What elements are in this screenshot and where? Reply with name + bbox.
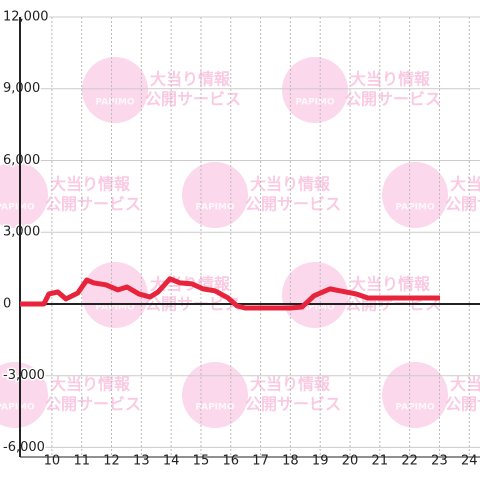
- y-tick-label: -3,000: [3, 368, 45, 383]
- watermark-text: 大当り情報: [250, 175, 331, 194]
- watermark-text: 公開サービス: [445, 395, 480, 414]
- watermark-text: 大当り情報: [350, 70, 431, 89]
- x-tick-label: 15: [193, 454, 210, 469]
- watermark-brand: PAPIMO: [295, 98, 335, 108]
- x-tick-label: 12: [103, 454, 120, 469]
- watermark-text: 大当り情報: [50, 375, 131, 394]
- watermark-text: 大当り情報: [250, 375, 331, 394]
- x-tick-label: 17: [252, 454, 269, 469]
- watermark-logo: [182, 362, 248, 428]
- watermark-brand: PAPIMO: [0, 203, 35, 213]
- y-tick-label: 6,000: [3, 153, 40, 168]
- x-tick-label: 22: [401, 454, 418, 469]
- series-line: [20, 276, 441, 311]
- watermark-text: 公開サービス: [245, 395, 341, 414]
- y-tick-label: 3,000: [3, 225, 40, 240]
- watermark-logo: [0, 162, 48, 228]
- x-tick-label: 14: [163, 454, 180, 469]
- watermark-brand: PAPIMO: [0, 403, 35, 413]
- x-tick-label: 18: [282, 454, 299, 469]
- x-tick-label: 16: [222, 454, 239, 469]
- watermark-brand: PAPIMO: [395, 203, 435, 213]
- watermark-text: 公開サービス: [345, 90, 441, 109]
- y-tick-label: 9,000: [3, 81, 40, 96]
- x-tick-label: 11: [73, 454, 90, 469]
- y-tick-label: 12,000: [3, 10, 49, 25]
- watermark-logo: [382, 362, 448, 428]
- watermark-brand: PAPIMO: [195, 403, 235, 413]
- watermark-text: 公開サービス: [445, 195, 480, 214]
- watermark-text: 大当り情報: [350, 275, 431, 294]
- watermark-brand: PAPIMO: [195, 203, 235, 213]
- watermark-logo: [182, 162, 248, 228]
- x-tick-label: 19: [312, 454, 329, 469]
- x-tick-label: 24: [461, 454, 478, 469]
- y-tick-label: -6,000: [3, 440, 45, 455]
- x-tick-label: 21: [372, 454, 389, 469]
- watermark-brand: PAPIMO: [295, 303, 335, 313]
- watermark-text: 公開サービス: [45, 195, 141, 214]
- watermark-logo: [82, 57, 148, 123]
- watermark-brand: PAPIMO: [95, 303, 135, 313]
- watermark-text: 公開サービス: [145, 90, 241, 109]
- x-tick-label: 23: [431, 454, 448, 469]
- watermark-text: 公開サービス: [245, 195, 341, 214]
- watermarks: PAPIMO大当り情報公開サービスPAPIMO大当り情報公開サービスPAPIMO…: [0, 57, 480, 428]
- watermark-brand: PAPIMO: [395, 403, 435, 413]
- watermark-text: 大当り情報: [450, 175, 480, 194]
- watermark-logo: [282, 57, 348, 123]
- y-tick-label: 0: [3, 296, 11, 311]
- watermark-brand: PAPIMO: [95, 98, 135, 108]
- watermark-logo: [0, 362, 48, 428]
- x-tick-label: 10: [44, 454, 61, 469]
- watermark-logo: [382, 162, 448, 228]
- watermark-text: 公開サービス: [45, 395, 141, 414]
- watermark-logo: [82, 262, 148, 328]
- watermark-text: 大当り情報: [450, 375, 480, 394]
- watermark-text: 大当り情報: [150, 70, 231, 89]
- x-tick-label: 20: [342, 454, 359, 469]
- x-tick-label: 13: [133, 454, 150, 469]
- watermark-text: 大当り情報: [50, 175, 131, 194]
